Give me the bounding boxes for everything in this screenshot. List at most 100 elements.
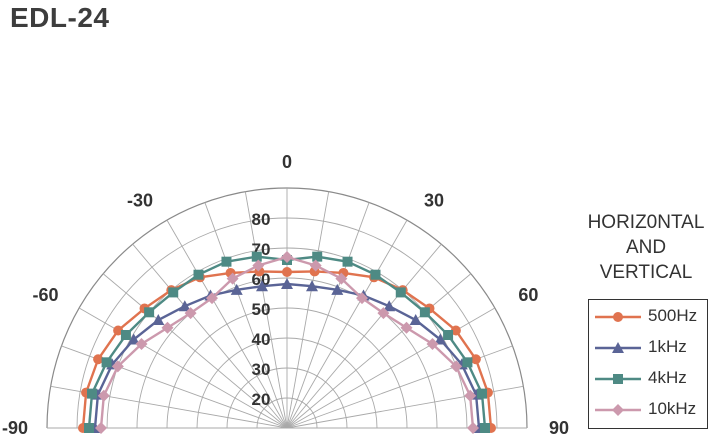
angle-tick-label: -30 [127, 191, 153, 211]
radial-tick-label: 40 [252, 330, 271, 349]
legend-item-500hz: 500Hz [589, 303, 707, 331]
data-point [120, 330, 131, 340]
data-point [370, 269, 381, 280]
grid-spoke [102, 273, 288, 429]
data-point [135, 338, 148, 350]
data-point [377, 307, 390, 320]
legend-swatch-diamond [595, 404, 641, 416]
data-point [434, 333, 447, 345]
legend-item-1khz: 1kHz [589, 334, 707, 362]
angle-tick-label: -60 [33, 285, 59, 305]
data-point [462, 357, 473, 368]
data-point [282, 267, 292, 277]
data-point [152, 314, 165, 326]
data-point [97, 389, 110, 402]
data-point [252, 259, 265, 272]
data-point [101, 357, 112, 368]
grid-spoke [286, 243, 442, 429]
data-point [426, 338, 439, 350]
legend-swatch-marker [613, 312, 623, 322]
data-point [226, 272, 239, 285]
legend-swatch-triangle [595, 342, 641, 353]
legend-swatch-circle [595, 312, 641, 322]
legend: 500Hz 1kHz 4kHz 10kHz [588, 299, 708, 429]
data-point [342, 256, 353, 267]
data-point [93, 354, 104, 365]
chart-title: EDL-24 [10, 2, 110, 33]
grid-spoke [286, 219, 408, 429]
radial-tick-label: 30 [252, 360, 271, 379]
data-point [113, 325, 124, 336]
data-point [306, 280, 319, 292]
data-point [309, 259, 322, 272]
legend-label: 4kHz [648, 368, 687, 387]
legend-title: HORIZ0NTAL AND VERTICAL [576, 210, 716, 285]
data-point [84, 423, 94, 433]
grid-spoke [204, 202, 288, 429]
grid-spoke [132, 243, 288, 429]
data-point [335, 272, 348, 285]
data-point [470, 354, 481, 365]
angle-tick-label: -90 [2, 418, 28, 438]
series-layer [78, 251, 496, 434]
data-point [206, 292, 218, 305]
radial-tick-label: 50 [252, 300, 271, 319]
angle-tick-label: 0 [282, 152, 292, 172]
angle-tick-label: 30 [424, 191, 444, 211]
grid-spoke [244, 191, 288, 429]
legend-swatch-marker [612, 404, 624, 416]
data-point [476, 388, 487, 399]
legend-item-10khz: 10kHz [589, 396, 707, 424]
data-point [95, 422, 107, 434]
data-point [178, 300, 191, 312]
legend-swatch-marker [612, 342, 624, 353]
data-point [193, 269, 204, 280]
data-point [383, 300, 396, 312]
data-point [480, 423, 490, 433]
legend-swatch-marker [613, 374, 623, 384]
data-point [464, 389, 477, 402]
data-point [168, 287, 179, 298]
polar-grid [46, 187, 528, 429]
legend-label: 1kHz [648, 337, 687, 356]
series-10khz [95, 251, 479, 434]
radial-tick-label: 20 [252, 390, 271, 409]
grid-spoke [286, 202, 370, 429]
legend-title-line: AND [625, 237, 667, 258]
grid-spoke [286, 307, 496, 429]
grid-spoke [286, 273, 472, 429]
data-point [331, 283, 344, 295]
data-point [450, 325, 461, 336]
data-point [127, 333, 140, 345]
angle-tick-label: 60 [518, 285, 538, 305]
angle-tick-label: 90 [549, 418, 569, 438]
data-point [356, 292, 368, 305]
legend-label: 500Hz [648, 306, 698, 325]
data-point [312, 251, 323, 262]
data-point [221, 256, 232, 267]
legend-title-line: HORIZ0NTAL [587, 212, 705, 233]
legend-label: 10kHz [648, 399, 697, 418]
data-point [230, 283, 243, 295]
data-point [467, 422, 479, 434]
grid-spoke [166, 219, 288, 429]
data-point [184, 307, 197, 320]
radial-tick-label: 80 [252, 210, 271, 229]
data-point [255, 280, 268, 292]
data-point [400, 321, 413, 334]
data-point [419, 307, 430, 318]
data-point [443, 330, 454, 340]
data-point [251, 251, 262, 262]
data-point [395, 287, 406, 298]
legend-swatch-square [595, 374, 641, 384]
grid-spoke [286, 191, 330, 429]
data-point [409, 314, 422, 326]
data-point [281, 251, 293, 263]
angle-tick-labels: -90 -60 -30 0 30 60 90 [2, 152, 569, 438]
data-point [111, 360, 124, 373]
data-point [144, 307, 155, 318]
data-point [281, 278, 293, 289]
data-point [450, 360, 463, 373]
